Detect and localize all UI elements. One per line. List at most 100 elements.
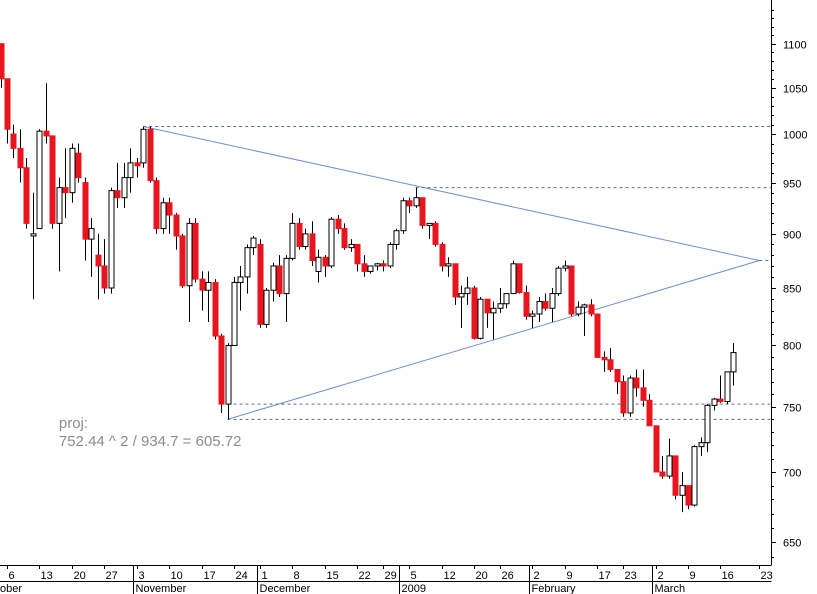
- candle: [75, 143, 82, 183]
- x-tick-label: 23: [625, 570, 637, 582]
- candle-body-down: [471, 287, 478, 339]
- candle-body-down: [717, 398, 724, 403]
- candle: [529, 310, 536, 328]
- candle-body-up: [121, 177, 128, 199]
- candle: [257, 239, 264, 328]
- candle: [724, 371, 731, 405]
- y-tick-label: 700: [783, 468, 801, 480]
- candle: [672, 455, 679, 500]
- candle-body-up: [186, 222, 193, 287]
- candle-body-up: [555, 267, 562, 295]
- candle: [160, 197, 167, 234]
- candle-body-down: [82, 182, 89, 240]
- candle: [296, 218, 303, 250]
- candle-body-down: [568, 265, 575, 315]
- candle-body-down: [147, 128, 154, 182]
- month-label: November: [136, 583, 187, 594]
- x-tick-label: 1: [262, 570, 268, 582]
- y-tick-label: 1050: [783, 84, 807, 96]
- candle: [121, 162, 128, 208]
- candle-body-down: [361, 263, 368, 272]
- candle-body-down: [199, 278, 206, 291]
- candle: [581, 303, 588, 337]
- candle: [147, 126, 154, 183]
- candle-body-up: [367, 265, 374, 272]
- candle: [406, 197, 413, 214]
- candle-body-up: [231, 281, 238, 346]
- candle-body-down: [653, 425, 660, 473]
- candle-body-down: [432, 222, 439, 245]
- candle-body-up: [704, 404, 711, 444]
- y-tick-label: 850: [783, 284, 801, 296]
- candle: [134, 157, 141, 178]
- candle-body-up: [445, 263, 452, 267]
- candle-body-up: [698, 442, 705, 448]
- candle-body-down: [341, 228, 348, 249]
- candle-body-down: [607, 359, 614, 370]
- candle: [367, 265, 374, 274]
- candle: [302, 228, 309, 250]
- candle-body-down: [153, 180, 160, 230]
- candle: [477, 296, 484, 340]
- x-tick-label: 13: [41, 570, 53, 582]
- candle: [452, 263, 459, 305]
- y-tick-label: 950: [783, 179, 801, 191]
- candle: [88, 218, 95, 277]
- candle: [627, 375, 634, 417]
- candle: [231, 276, 238, 346]
- month-label: February: [532, 583, 577, 594]
- candle-body-down: [62, 187, 69, 194]
- month-label: ober: [0, 583, 22, 594]
- candle: [276, 255, 283, 297]
- candle: [173, 213, 180, 250]
- x-tick-label: 23: [761, 570, 773, 582]
- candle-body-down: [173, 214, 180, 237]
- x-tick-label: 5: [411, 570, 417, 582]
- candle-body-up: [270, 265, 277, 291]
- candle: [108, 187, 115, 294]
- candle: [244, 244, 251, 294]
- candle-body-up: [56, 187, 63, 224]
- candle: [328, 217, 335, 269]
- candle: [192, 218, 199, 283]
- candle-body-down: [257, 243, 264, 325]
- candle-body-down: [309, 233, 316, 262]
- x-tick-label: 27: [106, 570, 118, 582]
- candle: [646, 394, 653, 427]
- candle-body-down: [43, 130, 50, 137]
- candle-body-up: [302, 233, 309, 248]
- candle-body-up: [36, 130, 43, 230]
- candle: [322, 255, 329, 277]
- candle: [140, 126, 147, 168]
- candle-body-up: [536, 300, 543, 315]
- candle: [717, 375, 724, 403]
- x-tick-label: 2: [534, 570, 540, 582]
- candle: [503, 293, 510, 309]
- candle: [289, 213, 296, 261]
- candle: [82, 177, 89, 261]
- x-tick-label: 8: [294, 570, 300, 582]
- candle: [127, 148, 134, 193]
- candle-body-down: [646, 399, 653, 427]
- x-tick-label: 26: [502, 570, 514, 582]
- candle-body-down: [588, 304, 595, 315]
- candle: [614, 368, 621, 395]
- candle: [510, 260, 517, 295]
- candle: [633, 369, 640, 397]
- candle: [218, 333, 225, 413]
- y-tick-label: 1100: [783, 40, 807, 52]
- candle-body-down: [594, 313, 601, 358]
- candle: [374, 262, 381, 271]
- candle-body-up: [393, 230, 400, 245]
- candle-body-up: [549, 293, 556, 309]
- candle-body-down: [614, 368, 621, 383]
- candle-body-up: [679, 485, 686, 496]
- candle: [341, 223, 348, 250]
- candle: [419, 197, 426, 229]
- candle: [666, 438, 673, 479]
- candle-body-down: [95, 254, 102, 267]
- x-axis: 6 13 20 27 3 10 17 24 1 8 15 22 29 5 12 20 26 2 9 17 23 2 9 16 2…: [0, 565, 773, 594]
- candle-body-down: [542, 300, 549, 309]
- candle: [536, 296, 543, 323]
- candle: [95, 233, 102, 300]
